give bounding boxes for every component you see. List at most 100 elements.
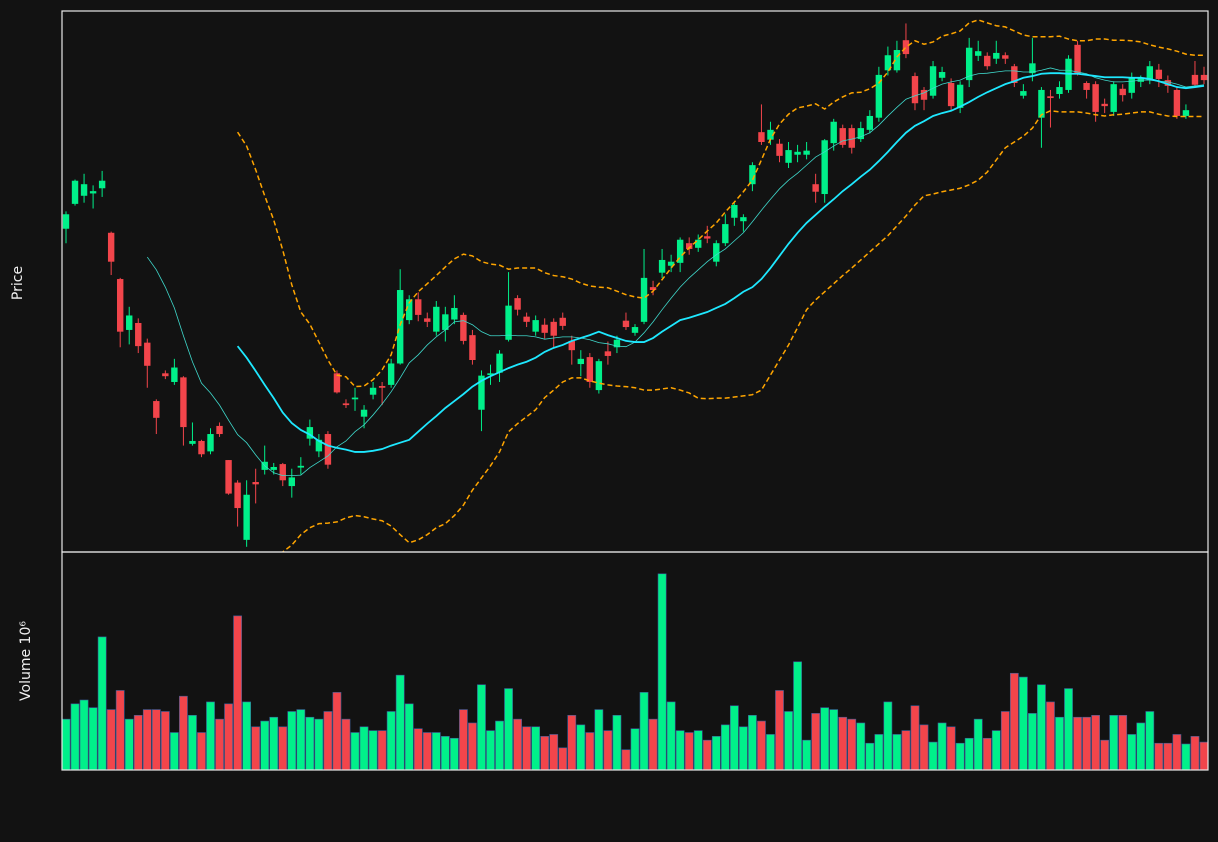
volume-bar xyxy=(233,615,242,771)
candle-body xyxy=(406,299,413,321)
volume-bar xyxy=(1127,734,1137,771)
volume-bar xyxy=(576,724,586,771)
candle-body xyxy=(839,128,846,145)
candle-body xyxy=(162,373,169,377)
candle-body xyxy=(1083,82,1090,90)
volume-bar xyxy=(1046,701,1055,771)
candle-body xyxy=(695,239,702,248)
volume-bar xyxy=(188,715,197,771)
volume-bar xyxy=(1154,742,1164,771)
candle-body xyxy=(902,40,910,55)
volume-bar xyxy=(549,734,559,771)
candle-body xyxy=(1191,74,1199,85)
candle-body xyxy=(487,373,494,376)
candle-body xyxy=(153,401,160,418)
candle-body xyxy=(956,84,964,108)
candle-body xyxy=(541,324,548,333)
volume-bar xyxy=(820,707,830,771)
volume-bar xyxy=(468,722,477,771)
candle-body xyxy=(586,357,594,382)
axis-layer: Price Volume 10⁶ xyxy=(10,10,1209,771)
candle-body xyxy=(243,494,250,540)
volume-bar xyxy=(1019,676,1028,771)
volume-bar xyxy=(1000,711,1010,771)
candle-body xyxy=(893,50,901,71)
line-layer xyxy=(146,19,1205,552)
volume-bar xyxy=(106,709,116,771)
overlay-line xyxy=(236,19,1204,388)
candle-body xyxy=(180,377,187,428)
candle-body xyxy=(207,434,214,452)
candle-body xyxy=(415,299,422,315)
volume-bar xyxy=(459,709,468,771)
volume-bar xyxy=(621,749,631,771)
volume-bar xyxy=(856,722,866,771)
volume-bar xyxy=(495,720,504,771)
candle-body xyxy=(595,361,603,391)
volume-bar xyxy=(341,718,351,771)
candle-body xyxy=(965,47,973,81)
volume-bar xyxy=(1190,736,1200,771)
candle-body xyxy=(821,140,828,195)
candle-body xyxy=(993,52,1000,59)
volume-bar xyxy=(1082,716,1091,771)
candle-body xyxy=(758,132,765,142)
volume-bar xyxy=(603,730,613,771)
candle-body xyxy=(767,129,774,140)
volume-bar xyxy=(910,705,920,771)
candle-body xyxy=(812,184,819,192)
volume-bar xyxy=(675,730,685,771)
candle-body xyxy=(911,76,919,104)
candle-body xyxy=(577,358,585,365)
candle-body xyxy=(676,239,684,263)
volume-bar xyxy=(477,684,486,771)
candle-body xyxy=(89,191,97,194)
candle-body xyxy=(1164,80,1172,86)
volume-bar xyxy=(142,709,152,771)
candle-body xyxy=(107,232,115,262)
candle-body xyxy=(866,115,874,130)
candle-body xyxy=(505,305,512,340)
volume-bar xyxy=(97,636,107,771)
candle-body xyxy=(929,66,937,96)
candle-body xyxy=(1110,84,1117,112)
volume-bar xyxy=(413,728,423,771)
candle-body xyxy=(1092,84,1099,112)
volume-bar xyxy=(991,730,1001,771)
volume-bar xyxy=(937,722,947,771)
candle-body xyxy=(460,314,467,341)
volume-bar xyxy=(215,718,224,771)
volume-bar xyxy=(269,716,279,771)
candle-body xyxy=(875,74,883,118)
candle-body xyxy=(947,82,955,107)
volume-bar xyxy=(368,730,378,771)
candle-body xyxy=(731,205,738,218)
volume-bar xyxy=(793,661,802,771)
volume-bar xyxy=(946,726,956,771)
volume-bar xyxy=(928,741,938,771)
volume-bar xyxy=(422,732,432,771)
candle-body xyxy=(514,298,521,310)
candle-body xyxy=(216,425,223,435)
volume-bar xyxy=(612,715,622,771)
overlay-line xyxy=(236,72,1205,453)
volume-bar xyxy=(666,701,676,771)
candle-body xyxy=(1101,103,1108,107)
candle-body xyxy=(324,434,332,465)
candle-body xyxy=(1182,110,1190,116)
volume-bar xyxy=(766,734,775,771)
volume-bar xyxy=(1181,743,1191,771)
volume-bar xyxy=(865,742,875,771)
candle-body xyxy=(830,121,837,144)
volume-bar xyxy=(720,724,730,771)
volume-bar xyxy=(847,718,857,771)
volume-bar xyxy=(151,709,161,771)
volume-bar xyxy=(224,703,233,771)
candle-body xyxy=(252,482,259,485)
candle-body xyxy=(469,335,476,361)
volume-bar xyxy=(1100,739,1110,771)
volume-bar xyxy=(711,736,721,771)
volume-bar xyxy=(287,711,297,771)
volume-bar xyxy=(594,709,604,771)
